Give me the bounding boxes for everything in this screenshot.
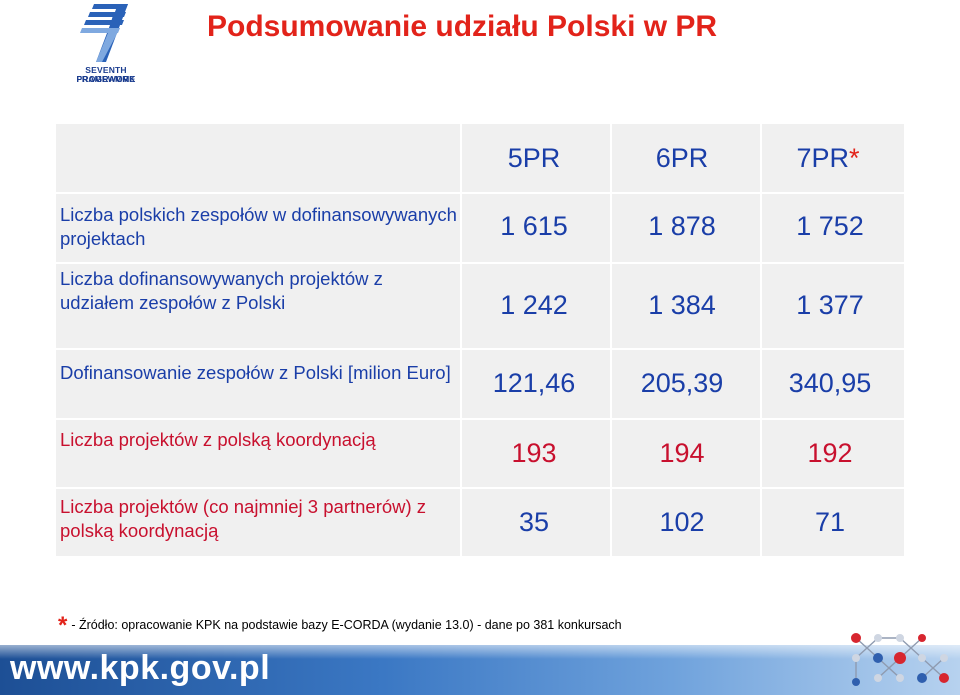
value-cell: 35 — [518, 507, 550, 537]
row-divider — [56, 487, 904, 489]
value-cell: 340,95 — [788, 368, 872, 398]
column-divider — [760, 124, 762, 556]
footer-gloss — [0, 645, 960, 659]
value-cell: 1 377 — [796, 290, 864, 320]
logo-line-1: SEVENTH FRAMEWORK — [76, 65, 136, 84]
fp7-seven-icon — [80, 4, 128, 62]
row-divider — [56, 192, 904, 194]
header-asterisk: * — [849, 143, 860, 173]
logo-line-2: PROGRAMME — [76, 74, 136, 84]
value-cell: 193 — [511, 438, 557, 468]
value-cell: 205,39 — [640, 368, 724, 398]
footnote-asterisk: * — [58, 612, 68, 639]
value-cell: 1 752 — [796, 211, 864, 241]
value-cell: 1 242 — [500, 290, 568, 320]
row-divider — [56, 418, 904, 420]
header-7pr-label: 7PR — [796, 143, 849, 173]
row-label-projects: Liczba dofinansowywanych projektów z udz… — [60, 268, 383, 313]
summary-table — [56, 124, 904, 556]
value-cell: 1 615 — [500, 211, 568, 241]
value-cell: 194 — [659, 438, 705, 468]
value-cell: 102 — [659, 507, 705, 537]
value-cell: 121,46 — [492, 368, 576, 398]
row-divider — [56, 348, 904, 350]
page-title: Podsumowanie udziału Polski w PR — [207, 10, 718, 43]
row-label-teams: Liczba polskich zespołów w dofinansowywa… — [60, 204, 457, 249]
value-cell: 1 878 — [648, 211, 716, 241]
header-6pr: 6PR — [655, 143, 709, 173]
row-label-coordination: Liczba projektów z polską koordynacją — [60, 429, 376, 450]
footer-bar: www.kpk.gov.pl — [0, 645, 960, 695]
fp7-logo: SEVENTH FRAMEWORK PROGRAMME — [56, 2, 156, 84]
column-divider — [460, 124, 462, 556]
column-divider — [610, 124, 612, 556]
footer-url[interactable]: www.kpk.gov.pl — [10, 649, 271, 687]
header-7pr: 7PR* — [763, 143, 893, 174]
value-cell: 71 — [814, 507, 846, 537]
source-footnote: * - Źródło: opracowanie KPK na podstawie … — [58, 612, 622, 640]
header-5pr: 5PR — [507, 143, 561, 173]
row-label-coordination-3: Liczba projektów (co najmniej 3 partneró… — [60, 496, 427, 541]
network-decoration-icon — [838, 622, 956, 700]
value-cell: 192 — [807, 438, 853, 468]
value-cell: 1 384 — [648, 290, 716, 320]
row-divider — [56, 262, 904, 264]
row-label-funding: Dofinansowanie zespołów z Polski [milion… — [60, 362, 451, 383]
footnote-text: - Źródło: opracowanie KPK na podstawie b… — [71, 618, 622, 632]
